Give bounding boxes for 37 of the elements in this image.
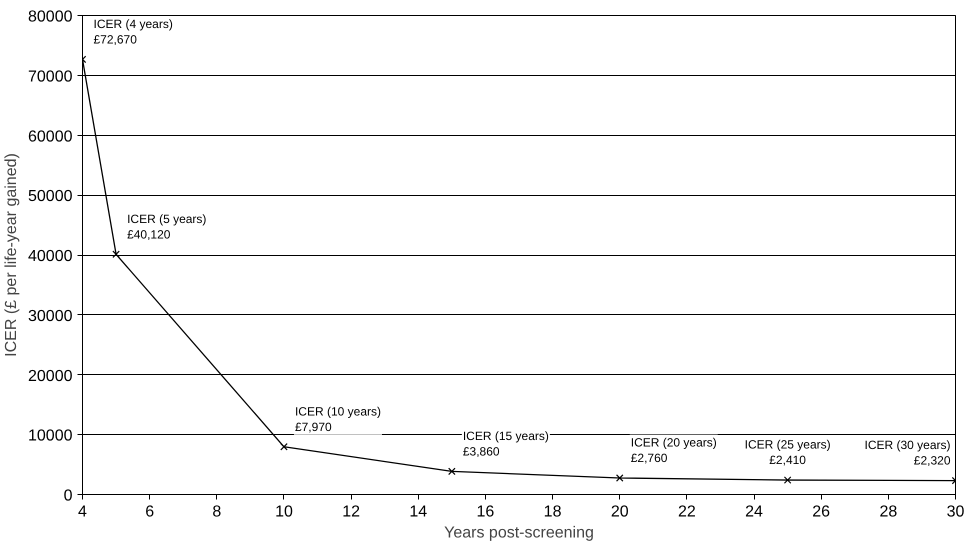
y-tick-label: 60000	[28, 128, 73, 146]
annotation: ICER (10 years) £7,970	[294, 404, 381, 434]
y-tick-label: 50000	[28, 188, 73, 206]
annotation: ICER (30 years) £2,320	[864, 438, 951, 468]
x-tick-label: 22	[678, 504, 696, 520]
x-axis-title: Years post-screening	[444, 524, 594, 542]
y-tick-label: 20000	[28, 368, 73, 385]
x-tick-label: 12	[342, 504, 360, 520]
point	[784, 476, 792, 484]
x-tick-label: 20	[610, 504, 629, 520]
y-tick-label: 40000	[28, 248, 73, 265]
annotation: ICER (4 years) £72,670	[94, 16, 173, 46]
point	[280, 443, 288, 451]
y-tick-label: 70000	[28, 68, 73, 86]
annotation: ICER (15 years) £3,860	[462, 428, 549, 458]
x-tick-label: 14	[409, 504, 428, 520]
y-tick-label: 0	[64, 488, 73, 504]
x-tick-label: 30	[946, 504, 964, 520]
annotation: ICER (25 years) £2,410	[744, 438, 831, 468]
y-tick-label: 10000	[28, 428, 73, 445]
annotation: ICER (5 years) £40,120	[127, 212, 206, 242]
x-tick-label: 24	[745, 504, 764, 520]
x-tick-label: 16	[476, 504, 494, 520]
x-tick-label: 28	[879, 504, 898, 520]
x-tick-label: 26	[812, 504, 830, 520]
point	[112, 250, 120, 258]
x-tick-label: 18	[544, 504, 562, 520]
y-tick-label: 80000	[28, 8, 73, 26]
x-tick-label: 8	[212, 504, 222, 520]
x-tick-label: 6	[145, 504, 154, 520]
point	[616, 474, 624, 482]
x-tick-label: 10	[275, 504, 293, 520]
point	[448, 468, 456, 476]
annotation: ICER (20 years) £2,760	[630, 436, 717, 465]
y-tick-label: 30000	[28, 308, 73, 325]
y-axis-title: ICER (£ per life-year gained)	[3, 153, 20, 357]
x-tick-label: 4	[78, 504, 88, 520]
